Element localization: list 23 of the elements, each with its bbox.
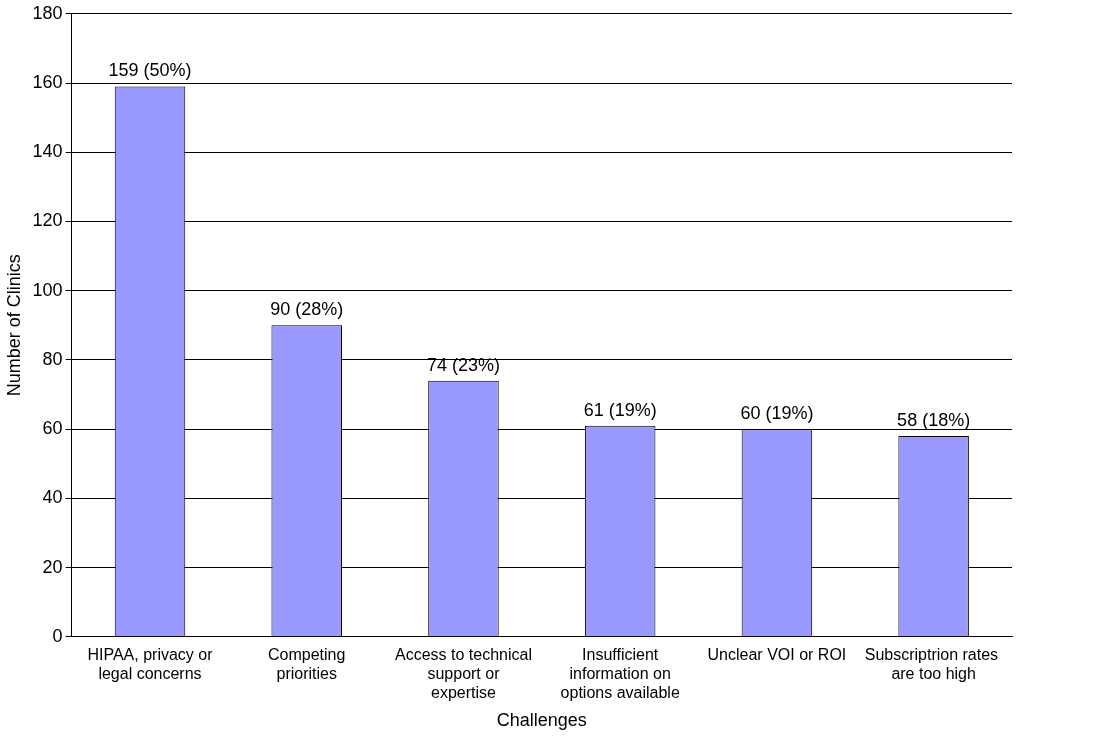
x-tick-label: Subscriptrion rates are too high <box>864 645 1003 683</box>
y-tick-label: 140 <box>32 141 63 162</box>
data-label: 90 (28%) <box>270 299 344 320</box>
data-label: 61 (19%) <box>583 399 657 420</box>
y-axis-title: Number of Clinics <box>3 254 24 397</box>
y-tick-label: 100 <box>32 279 63 300</box>
x-tick-label: Competing priorities <box>268 645 346 683</box>
y-tick-label: 40 <box>42 487 63 508</box>
y-tick-label: 20 <box>42 556 63 577</box>
y-tick-label: 160 <box>32 71 63 92</box>
x-tick-label: Unclear VOI or ROI <box>707 645 847 663</box>
y-tick-label: 60 <box>42 418 63 439</box>
x-tick-label: HIPAA, privacy or legal concerns <box>87 645 214 683</box>
data-label: 159 (50%) <box>108 60 192 81</box>
x-tick-label: Access to technical support or expertise <box>394 645 532 702</box>
x-axis-title: Challenges <box>496 710 587 731</box>
x-tick-label: Insufficient information on options available <box>560 645 680 702</box>
y-tick-label: 80 <box>42 348 63 369</box>
y-tick-label: 180 <box>32 2 63 23</box>
y-tick-label: 0 <box>52 625 63 646</box>
y-tick-label: 120 <box>32 210 63 231</box>
data-label: 58 (18%) <box>897 410 971 431</box>
data-label: 60 (19%) <box>740 403 814 424</box>
